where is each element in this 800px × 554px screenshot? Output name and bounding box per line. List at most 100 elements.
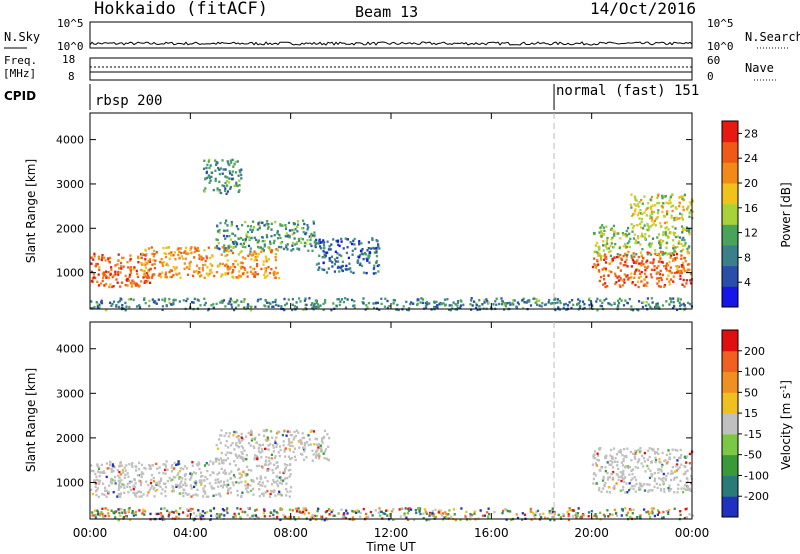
heatmap-cell — [265, 260, 268, 263]
heatmap-cell — [363, 251, 367, 255]
heatmap-cell — [256, 273, 259, 276]
heatmap-cell — [634, 197, 637, 200]
heatmap-cell — [231, 173, 234, 176]
heatmap-cell — [222, 471, 225, 474]
heatmap-cell — [597, 263, 600, 266]
heatmap-cell — [148, 258, 152, 261]
heatmap-cell — [194, 493, 197, 496]
heatmap-cell — [342, 300, 346, 304]
heatmap-cell — [330, 308, 333, 312]
heatmap-cell — [683, 239, 686, 242]
heatmap-cell — [656, 302, 659, 305]
heatmap-cell — [94, 276, 97, 280]
heatmap-cell — [338, 270, 341, 273]
heatmap-cell — [438, 509, 441, 512]
heatmap-cell — [178, 486, 181, 489]
heatmap-cell — [288, 508, 291, 511]
heatmap-cell — [239, 171, 242, 174]
heatmap-cell — [659, 222, 662, 225]
heatmap-cell — [406, 512, 409, 515]
heatmap-cell — [149, 487, 152, 490]
heatmap-cell — [678, 201, 681, 204]
heatmap-cell — [270, 228, 273, 231]
heatmap-cell — [104, 486, 107, 490]
heatmap-cell — [369, 510, 372, 514]
heatmap-cell — [459, 299, 462, 302]
heatmap-cell — [172, 266, 175, 269]
heatmap-cell — [591, 265, 595, 269]
heatmap-cell — [226, 451, 229, 454]
heatmap-cell — [220, 253, 223, 256]
heatmap-cell — [606, 242, 609, 246]
heatmap-cell — [146, 494, 149, 497]
heatmap-cell — [619, 448, 622, 452]
y-tick-label: 2000 — [56, 222, 84, 235]
heatmap-cell — [261, 448, 264, 451]
heatmap-cell — [223, 434, 226, 437]
heatmap-cell — [633, 212, 636, 215]
heatmap-cell — [236, 507, 239, 510]
heatmap-cell — [346, 512, 349, 515]
heatmap-cell — [359, 249, 363, 252]
heatmap-cell — [535, 510, 538, 513]
heatmap-cell — [247, 442, 251, 445]
heatmap-cell — [235, 454, 238, 457]
heatmap-cell — [666, 236, 670, 239]
heatmap-cell — [111, 481, 114, 484]
heatmap-cell — [227, 247, 230, 250]
heatmap-cell — [136, 305, 139, 308]
colorbar-tick-label: 12 — [744, 227, 758, 240]
heatmap-cell — [204, 263, 207, 266]
heatmap-cell — [129, 297, 132, 301]
heatmap-cell — [671, 225, 674, 228]
heatmap-cell — [669, 201, 672, 205]
heatmap-cell — [179, 467, 182, 470]
heatmap-cell — [109, 480, 112, 484]
heatmap-cell — [306, 239, 309, 242]
heatmap-cell — [312, 514, 315, 517]
heatmap-cell — [691, 514, 694, 517]
heatmap-cell — [91, 492, 94, 496]
heatmap-cell — [174, 298, 177, 302]
heatmap-cell — [263, 224, 266, 227]
heatmap-cell — [319, 245, 322, 248]
heatmap-cell — [629, 203, 632, 207]
heatmap-cell — [685, 516, 688, 519]
heatmap-cell — [662, 482, 665, 486]
heatmap-cell — [152, 487, 155, 491]
heatmap-cell — [415, 511, 418, 515]
heatmap-cell — [230, 305, 234, 309]
heatmap-cell — [142, 263, 145, 266]
colorbar-tick-label: 4 — [744, 276, 751, 289]
heatmap-cell — [136, 474, 139, 477]
heatmap-cell — [287, 455, 290, 458]
heatmap-cell — [114, 264, 117, 267]
heatmap-cell — [362, 507, 365, 511]
heatmap-cell — [313, 241, 316, 244]
heatmap-cell — [553, 510, 556, 514]
heatmap-cell — [173, 251, 176, 254]
heatmap-cell — [248, 235, 251, 239]
heatmap-cell — [646, 224, 650, 227]
heatmap-cell — [600, 275, 603, 279]
heatmap-cell — [147, 259, 150, 263]
heatmap-cell — [123, 509, 126, 512]
heatmap-cell — [663, 284, 666, 287]
heatmap-cell — [201, 510, 204, 513]
heatmap-cell — [443, 304, 447, 307]
colorbar-tick-label: 16 — [744, 202, 758, 215]
heatmap-cell — [359, 262, 362, 265]
heatmap-cell — [681, 238, 684, 241]
heatmap-cell — [184, 481, 187, 484]
heatmap-cell — [678, 217, 681, 220]
heatmap-cell — [613, 256, 616, 259]
heatmap-cell — [256, 262, 259, 266]
heatmap-cell — [325, 510, 329, 513]
heatmap-cell — [676, 268, 679, 271]
heatmap-cell — [128, 275, 131, 279]
heatmap-cell — [127, 266, 130, 269]
heatmap-cell — [194, 472, 197, 475]
heatmap-cell — [648, 447, 651, 450]
heatmap-cell — [210, 271, 213, 274]
heatmap-cell — [680, 242, 683, 246]
